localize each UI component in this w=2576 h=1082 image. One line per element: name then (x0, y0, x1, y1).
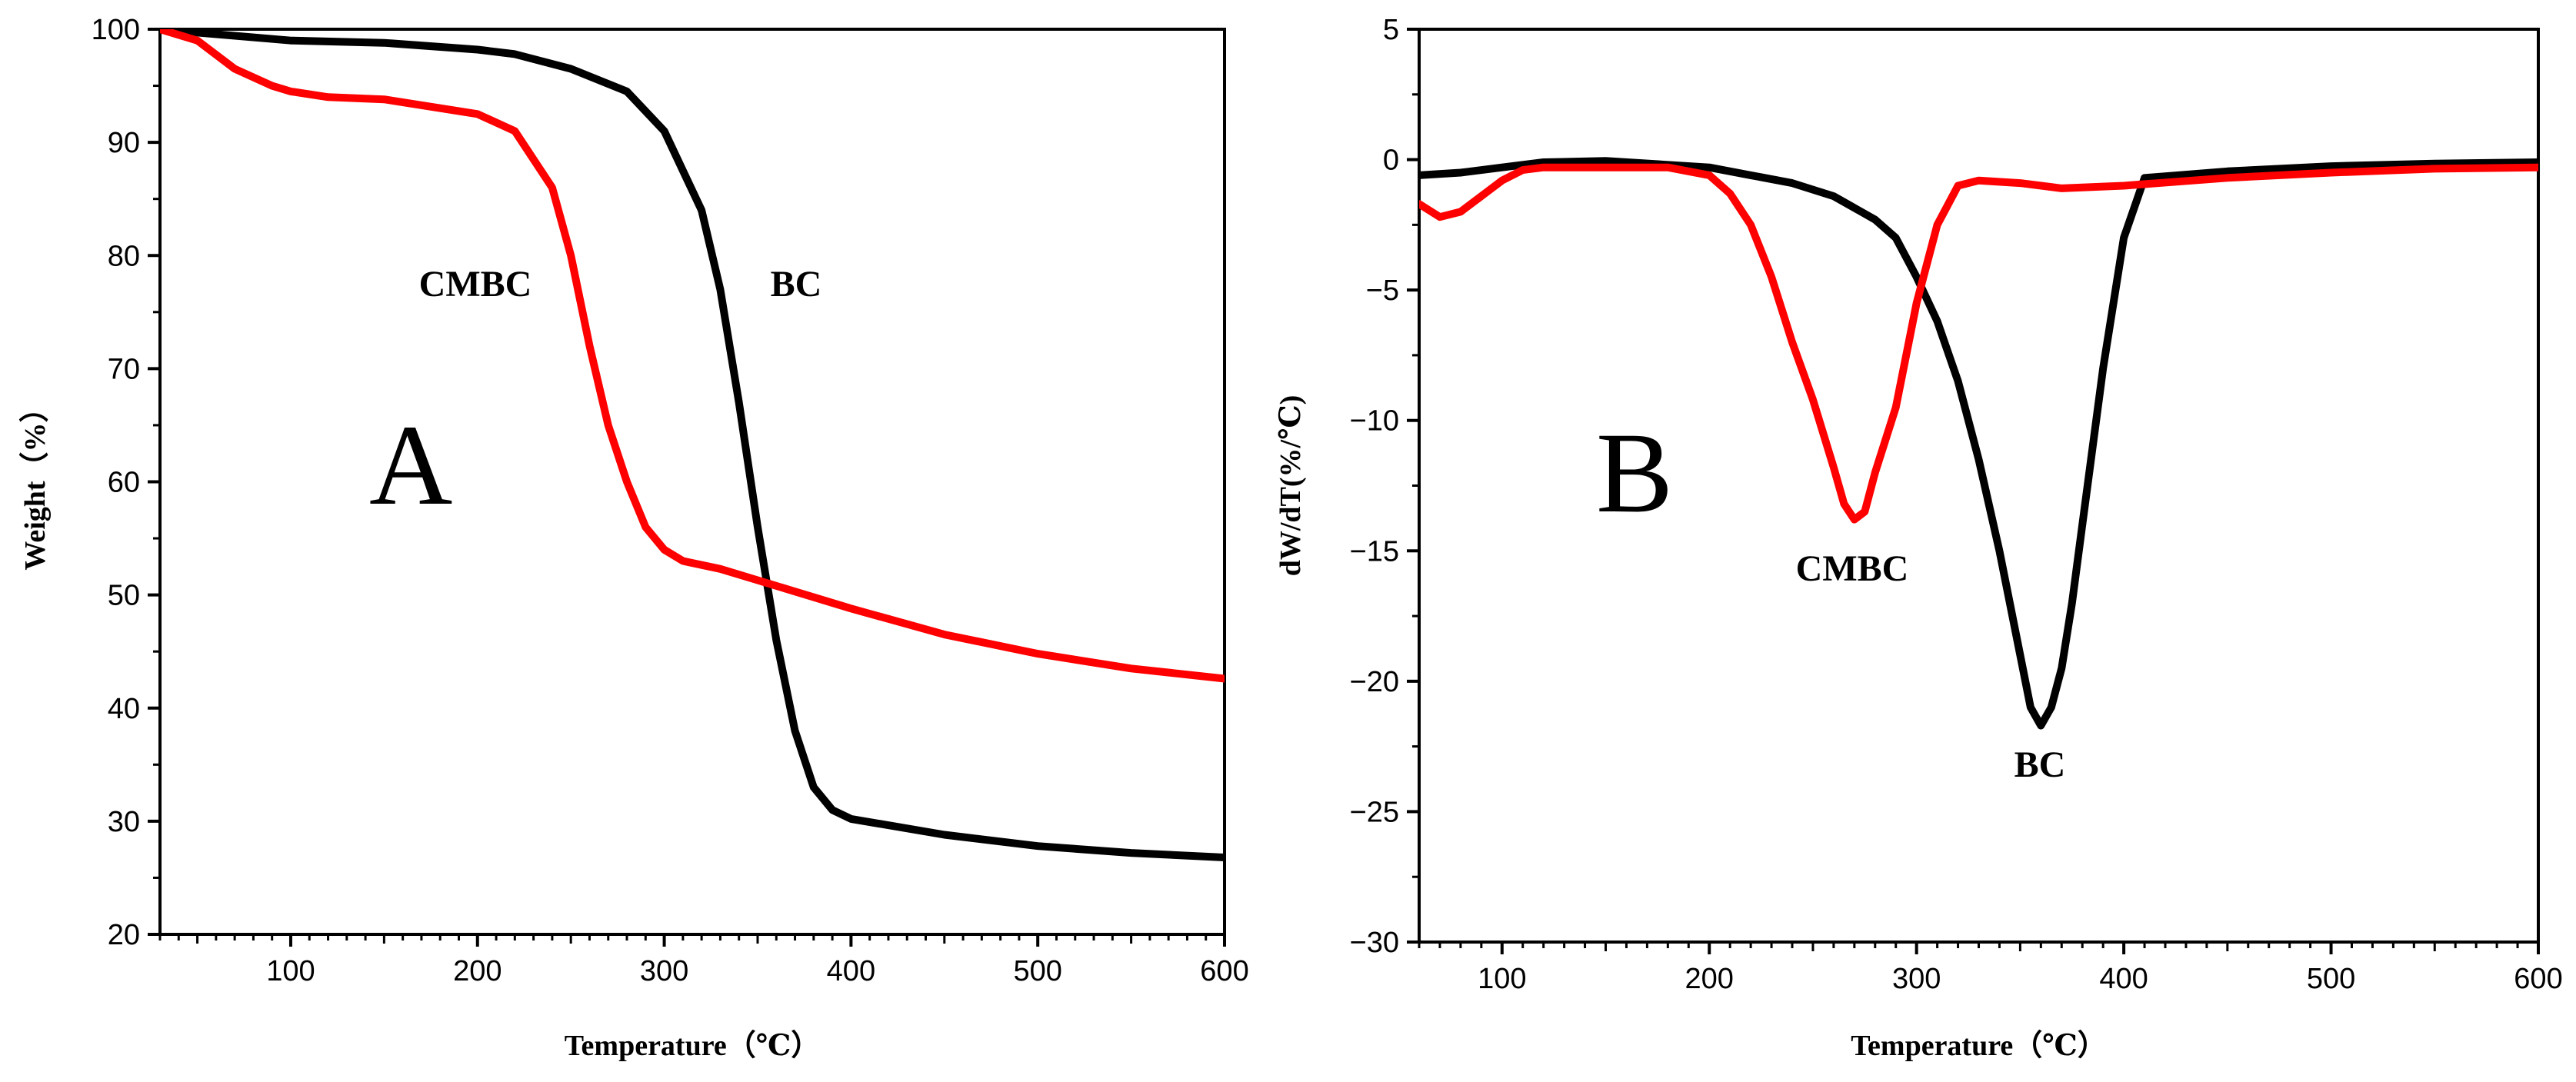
chart-panel-A: 100 200 300 400 500 600 20 30 40 50 60 70 80 90 100 Tem… (19, 14, 1249, 1062)
series-line-cmbc (160, 29, 1225, 683)
series-line-cmbc (1419, 163, 2538, 524)
y-tick-label: −15 (1350, 535, 1399, 568)
x-tick-label: 200 (453, 955, 502, 987)
y-tick-label: 90 (108, 127, 140, 159)
y-tick-label: −25 (1350, 796, 1399, 828)
y-tick-label: 100 (92, 14, 140, 46)
panel-letter: B (1596, 409, 1673, 537)
y-axis-title: dW/dT(%/℃) (1275, 395, 1307, 577)
y-tick-label: −30 (1350, 927, 1399, 959)
series-line-bc (1419, 157, 2538, 730)
y-tick-label: 20 (108, 919, 140, 951)
curve-label-bc: BC (2014, 744, 2066, 785)
x-tick-label: 400 (827, 955, 875, 987)
x-axis-title: Temperature（℃） (565, 1030, 821, 1062)
x-tick-label: 500 (2307, 963, 2355, 995)
y-axis-title: Weight（%） (19, 393, 52, 570)
chart-panel-B: 100 200 300 400 500 600 −30 −25 −20 −15 −10 −5 0 5 Tem… (1275, 14, 2563, 1062)
y-tick-label: 80 (108, 240, 140, 272)
y-tick-label: −10 (1350, 405, 1399, 438)
x-tick-label: 200 (1685, 963, 1734, 995)
y-tick-label: 50 (108, 580, 140, 612)
curve-label-cmbc: CMBC (1796, 548, 1909, 589)
y-tick-label: 0 (1383, 145, 1399, 177)
panel-letter: A (369, 401, 452, 529)
y-tick-label: −5 (1366, 275, 1399, 307)
x-tick-label: 600 (1200, 955, 1248, 987)
y-tick-label: −20 (1350, 666, 1399, 698)
curve-label-bc: BC (771, 264, 822, 305)
x-tick-label: 600 (2514, 963, 2562, 995)
y-tick-label: 70 (108, 353, 140, 385)
curve-label-cmbc: CMBC (419, 264, 532, 305)
y-tick-label: 40 (108, 693, 140, 725)
y-tick-label: 30 (108, 806, 140, 838)
x-tick-label: 100 (266, 955, 315, 987)
x-axis-title: Temperature（℃） (1851, 1030, 2107, 1062)
x-tick-label: 400 (2099, 963, 2148, 995)
y-tick-label: 60 (108, 467, 140, 499)
x-tick-label: 500 (1013, 955, 1061, 987)
x-tick-label: 300 (1892, 963, 1941, 995)
x-tick-label: 100 (1478, 963, 1526, 995)
series-line-bc (160, 29, 1225, 861)
x-tick-label: 300 (640, 955, 688, 987)
y-tick-label: 5 (1383, 14, 1399, 46)
